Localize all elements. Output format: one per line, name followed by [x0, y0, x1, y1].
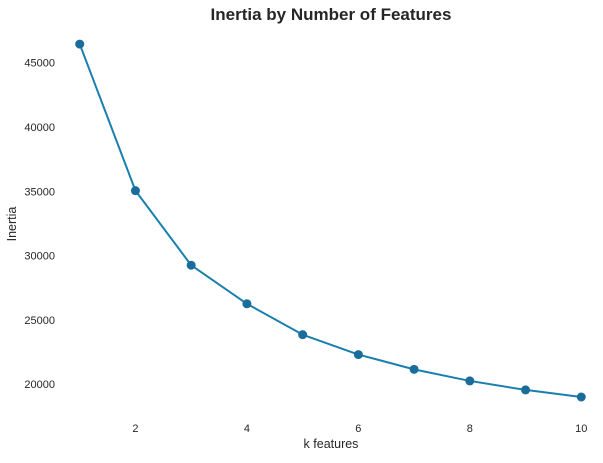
- y-axis-label: Inertia: [5, 207, 19, 242]
- data-point-k1: [75, 39, 85, 49]
- x-axis-label: k features: [304, 437, 359, 451]
- data-point-k6: [353, 350, 363, 360]
- y-tick-label: 25000: [24, 315, 55, 327]
- data-point-k9: [521, 385, 531, 395]
- x-tick-label: 10: [575, 423, 587, 435]
- y-axis-ticks: 20000 25000 30000 35000 40000 45000: [24, 58, 55, 391]
- data-point-k4: [242, 299, 252, 309]
- data-point-k2: [130, 186, 140, 196]
- chart-title: Inertia by Number of Features: [211, 5, 452, 24]
- y-tick-label: 40000: [24, 122, 55, 134]
- data-point-k7: [409, 364, 419, 374]
- x-tick-label: 2: [132, 423, 138, 435]
- data-point-k3: [186, 260, 196, 270]
- data-point-k8: [465, 376, 475, 386]
- x-tick-label: 6: [355, 423, 361, 435]
- y-tick-label: 35000: [24, 186, 55, 198]
- y-tick-label: 20000: [24, 379, 55, 391]
- y-tick-label: 45000: [24, 58, 55, 70]
- x-axis-ticks: 2 4 6 8 10: [132, 423, 587, 435]
- series-markers: [75, 39, 586, 402]
- series-line-inertia: [78, 43, 583, 398]
- x-tick-label: 8: [467, 423, 473, 435]
- data-point-k10: [576, 392, 586, 402]
- data-point-k5: [298, 330, 308, 340]
- x-tick-label: 4: [244, 423, 250, 435]
- y-tick-label: 30000: [24, 251, 55, 263]
